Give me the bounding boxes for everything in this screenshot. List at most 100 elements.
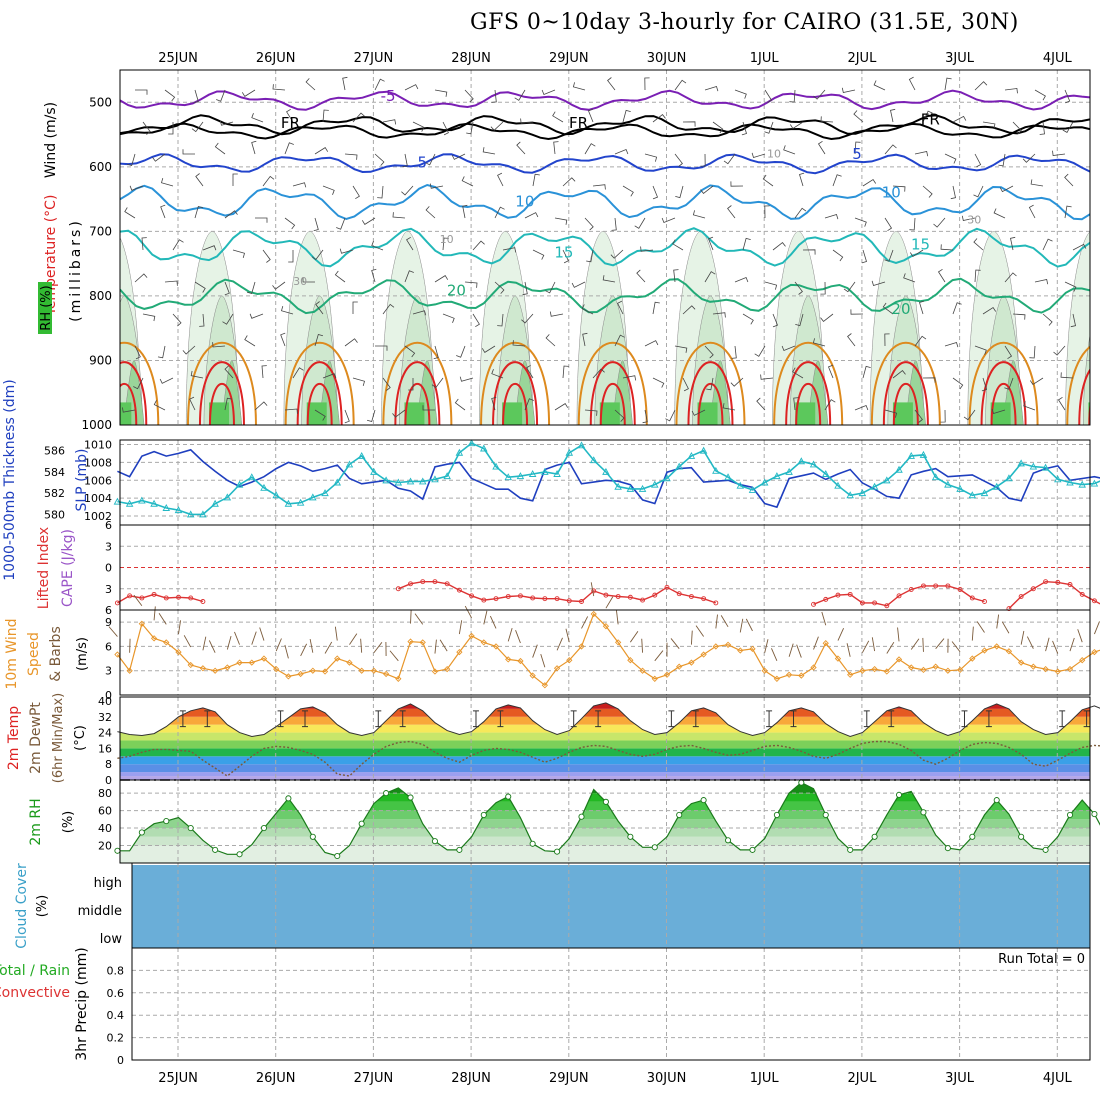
wind-barb bbox=[572, 82, 586, 91]
surface-wind-barb bbox=[414, 613, 424, 625]
thickness-point bbox=[614, 482, 622, 490]
contour-label: FR bbox=[281, 114, 300, 132]
wind-barb bbox=[764, 89, 773, 104]
wind-barb bbox=[661, 217, 676, 224]
wind-barb bbox=[494, 281, 505, 294]
surface-wind-barb bbox=[208, 640, 216, 653]
thickness-point bbox=[931, 473, 940, 481]
thickness-point bbox=[626, 484, 635, 492]
surface-wind-barb bbox=[695, 625, 704, 637]
surface-wind-barb bbox=[334, 626, 338, 641]
surface-wind-barb bbox=[507, 628, 513, 642]
temp-tick: 8 bbox=[105, 758, 112, 771]
date-label-top: 29JUN bbox=[549, 51, 589, 66]
wind-barb bbox=[764, 121, 774, 134]
wind-barb bbox=[922, 185, 933, 198]
rh-legend-swatch bbox=[38, 282, 52, 334]
temp-minmax-tick bbox=[1059, 710, 1066, 728]
wind-speed-point bbox=[639, 667, 646, 674]
wind-speed-point bbox=[895, 656, 903, 663]
wind-barb bbox=[194, 281, 206, 293]
wind-barb bbox=[1053, 345, 1066, 356]
wind-barb bbox=[152, 153, 166, 162]
wind-barb bbox=[190, 370, 204, 379]
temp-minmax-tick bbox=[497, 710, 504, 728]
wind-barb bbox=[919, 300, 925, 315]
rh-point bbox=[285, 795, 292, 802]
rh-shade-high bbox=[697, 402, 718, 425]
wind-barb bbox=[133, 377, 144, 390]
wind-barb bbox=[382, 119, 397, 125]
surface-wind-barb bbox=[1052, 640, 1059, 654]
pressure-tick: 800 bbox=[89, 289, 112, 303]
wind-barb bbox=[587, 108, 594, 123]
surface-wind-barb bbox=[788, 643, 794, 657]
wind-barb bbox=[524, 212, 539, 219]
wind-speed-point bbox=[566, 657, 573, 664]
wind-barb bbox=[617, 300, 624, 315]
surface-isotherm bbox=[795, 382, 822, 425]
temp-band bbox=[120, 702, 1090, 709]
wind-barb bbox=[429, 183, 444, 189]
wind-barb bbox=[195, 173, 204, 187]
isotherm--5 bbox=[120, 89, 1090, 111]
wind-barb bbox=[722, 403, 736, 411]
cloud-cover-area bbox=[132, 865, 1090, 948]
wind-barb bbox=[222, 313, 234, 325]
slp-tick: 1010 bbox=[84, 438, 112, 451]
wind-barb bbox=[922, 377, 936, 383]
date-label-bottom: 3JUL bbox=[945, 1071, 975, 1086]
date-label-top: 27JUN bbox=[354, 51, 394, 66]
thickness-point bbox=[321, 489, 329, 497]
wind-speed-point bbox=[688, 659, 695, 666]
wind-barb bbox=[614, 409, 625, 422]
surface-isotherm bbox=[675, 341, 746, 425]
thickness-point bbox=[431, 475, 439, 483]
lifted-index-line bbox=[1008, 580, 1100, 610]
wind-barb bbox=[727, 205, 736, 219]
panel-frames bbox=[119, 69, 1091, 1061]
wind-barb bbox=[892, 185, 906, 192]
surface-wind-barb bbox=[324, 641, 333, 654]
rh-point bbox=[407, 794, 414, 801]
rh-point bbox=[602, 798, 609, 805]
wind-barb bbox=[406, 236, 414, 251]
wind-barb bbox=[284, 217, 296, 230]
wind-speed-point bbox=[724, 641, 732, 648]
wind-barb bbox=[408, 378, 414, 391]
thickness-point bbox=[528, 470, 537, 477]
wind-barb bbox=[442, 121, 449, 136]
wind-barb bbox=[516, 141, 526, 155]
surface-wind-barb bbox=[183, 635, 192, 648]
rh-point bbox=[431, 838, 439, 845]
rh-line bbox=[117, 781, 1100, 857]
run-total-label: Run Total = 0 bbox=[998, 952, 1085, 967]
wind-barb bbox=[526, 364, 534, 379]
wind-barb bbox=[262, 175, 275, 187]
wind-barb bbox=[772, 313, 779, 328]
wind-barb bbox=[554, 217, 568, 225]
wind-barb bbox=[161, 177, 174, 187]
temp-plot bbox=[120, 702, 1090, 780]
pressure-tick: 500 bbox=[89, 95, 112, 109]
temp-tick: 24 bbox=[98, 727, 112, 740]
temp-minmax-tick bbox=[204, 710, 211, 728]
series-thickness bbox=[117, 442, 1100, 516]
rh-shade-high bbox=[990, 402, 1011, 425]
contour-label: FR bbox=[921, 111, 940, 129]
wind-barb bbox=[392, 409, 406, 418]
surface-wind-barb bbox=[1077, 629, 1083, 643]
date-label-top: 28JUN bbox=[451, 51, 491, 66]
wind-barb bbox=[189, 396, 196, 411]
surface-isotherm bbox=[502, 382, 529, 425]
wind-barb bbox=[1004, 88, 1018, 94]
wind-barb bbox=[1030, 179, 1044, 187]
wind-barb bbox=[762, 174, 774, 187]
wind-barb bbox=[315, 301, 324, 315]
wind-barb bbox=[314, 147, 329, 155]
wind-barb bbox=[991, 408, 1006, 414]
surface-wind-barb bbox=[605, 596, 614, 609]
wind-barb bbox=[586, 249, 594, 263]
wind-barb bbox=[491, 396, 497, 411]
